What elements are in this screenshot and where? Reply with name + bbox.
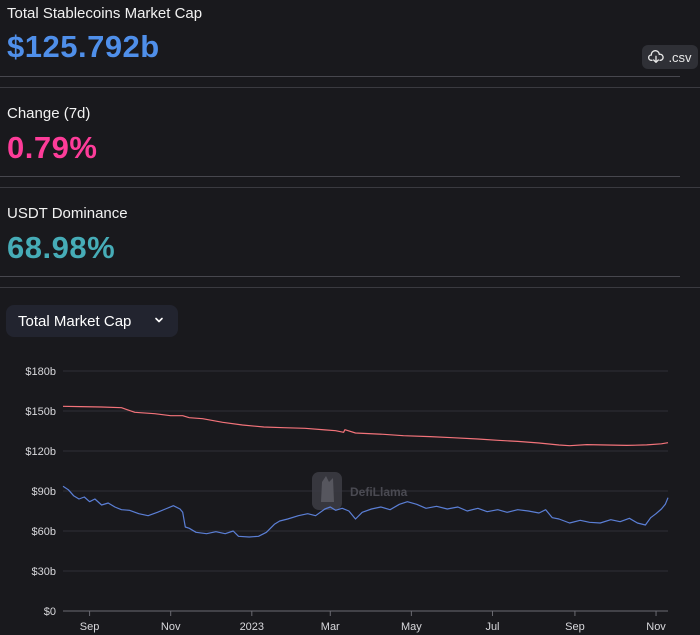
market-cap-value: $125.792b [7,29,160,64]
y-tick-label: $120b [25,446,56,458]
x-tick-label: Jul [485,621,499,633]
x-tick-label: Nov [161,621,181,633]
chevron-down-icon [155,317,163,323]
change-label: Change (7d) [7,105,91,122]
market-cap-label: Total Stablecoins Market Cap [7,5,203,22]
market-cap-stat: Total Stablecoins Market Cap $125.792b [0,0,700,76]
defillama-logo [321,476,334,502]
y-tick-label: $90b [32,486,56,498]
dominance-label: USDT Dominance [7,205,128,222]
watermark-text: DefiLlama [350,485,408,499]
market-cap-chart: $0 $30b $60b $90b $120b $150b $180b Sep Nov 2023 M… [25,366,669,633]
x-tick-label: May [401,621,422,633]
divider [0,187,700,188]
chart-type-dropdown[interactable]: Total Market Cap [6,305,178,337]
y-tick-label: $150b [25,406,56,418]
divider [0,287,700,288]
divider [0,176,680,177]
series-line [62,405,669,447]
dominance-stat: USDT Dominance 68.98% [0,188,700,276]
download-csv-button[interactable]: .csv [642,45,698,69]
dominance-value: 68.98% [7,230,116,265]
x-tick-label: Nov [646,621,666,633]
change-value: 0.79% [7,130,98,165]
y-tick-label: $0 [44,606,56,618]
series-line [62,485,669,538]
x-tick-label: Mar [321,621,340,633]
csv-button-label: .csv [668,49,692,65]
y-tick-label: $180b [25,366,56,378]
x-tick-label: 2023 [240,621,264,633]
cloud-download-icon [648,50,665,63]
x-tick-label: Sep [80,621,100,633]
divider [0,87,700,88]
chart-type-label: Total Market Cap [18,312,132,330]
divider [0,276,680,277]
y-tick-label: $60b [32,526,56,538]
divider [0,76,680,77]
y-tick-label: $30b [32,566,56,578]
change-stat: Change (7d) 0.79% [0,88,700,176]
x-tick-label: Sep [565,621,585,633]
